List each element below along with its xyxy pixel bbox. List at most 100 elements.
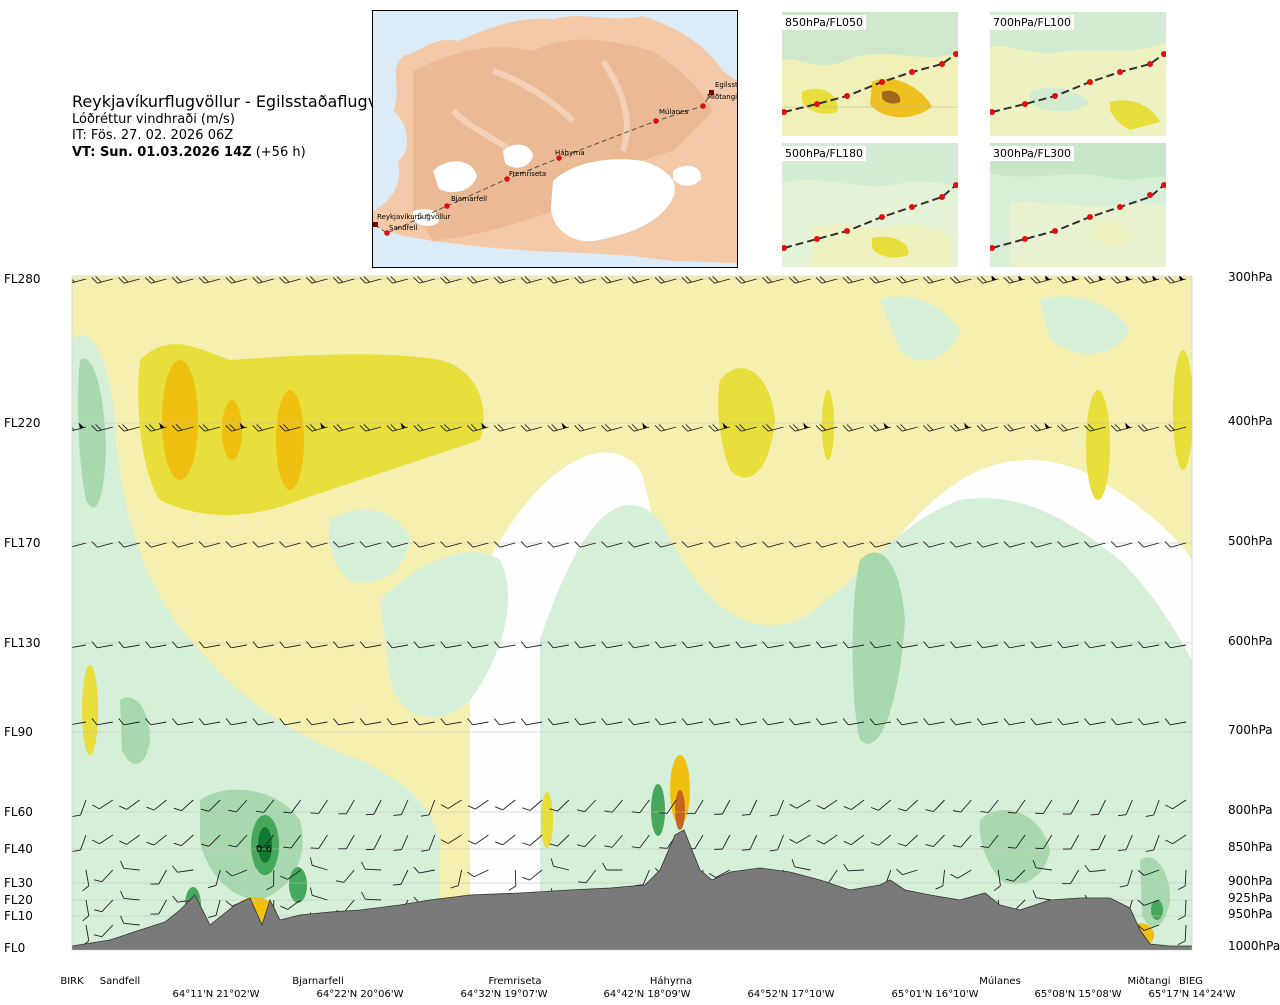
wind-barb [338, 834, 355, 850]
contour-value-label: 0.6 [256, 844, 272, 855]
wind-barb [788, 541, 811, 548]
wind-barb [949, 541, 972, 548]
waypoint-label: Háhyrna [650, 975, 692, 987]
wind-barb [310, 799, 328, 814]
wind-barb [714, 834, 731, 850]
wind-barb [627, 541, 650, 548]
vertical-wind-field [72, 276, 1192, 950]
wind-barb [681, 276, 704, 284]
wind-barb [1003, 541, 1026, 548]
wind-barb [279, 424, 301, 432]
wind-barb [198, 424, 221, 432]
wind-barb [681, 541, 704, 548]
coordinate-label: 64°11'N 21°02'W [173, 989, 260, 1000]
wind-barb [335, 869, 355, 883]
wind-barb [976, 541, 999, 548]
wind-barb [769, 799, 784, 817]
wind-barb [604, 799, 623, 813]
wind-barb [654, 424, 677, 432]
wind-barb [171, 541, 194, 548]
wind-barb [923, 424, 945, 432]
downdraft-max-1 [675, 790, 685, 830]
wind-barb [198, 276, 221, 284]
wind-barb [815, 276, 838, 284]
route-title: Reykjavíkurflugvöllur - Egilsstaðaflugvö… [72, 92, 413, 111]
wind-barb [762, 641, 784, 649]
wind-barb [843, 863, 865, 872]
wind-barb [93, 924, 114, 938]
level-map-700-label: 700hPa/FL100 [990, 15, 1075, 30]
wind-barb [762, 718, 784, 726]
wind-barbs [72, 276, 1187, 947]
wind-barb [950, 869, 972, 879]
wind-barb [896, 424, 918, 432]
wind-barb [1164, 541, 1187, 548]
wind-barb [547, 641, 570, 649]
wind-barb [520, 641, 543, 649]
wind-barb [228, 799, 248, 813]
updraft-max-1 [258, 827, 272, 863]
wind-barb [1084, 641, 1106, 649]
wind-barb [923, 718, 945, 726]
wind-barb [173, 834, 194, 847]
wind-barb [1030, 718, 1052, 726]
wind-barb [266, 869, 275, 891]
wind-barb [816, 834, 838, 845]
quantity-label: Lóðréttur vindhraði (m/s) [72, 112, 235, 127]
wind-barb [72, 422, 87, 432]
wind-barb [306, 422, 328, 432]
wind-barb [923, 276, 945, 284]
updraft-region-top2 [1040, 296, 1130, 354]
wind-barb [601, 641, 623, 649]
wind-barb [332, 541, 355, 548]
wind-barb [440, 276, 462, 284]
wind-barb [252, 424, 274, 432]
coordinate-label: 64°32'N 19°07'W [461, 989, 548, 1000]
wind-barb [198, 541, 221, 548]
bottom-axis-route: BIRK Sandfell Bjarnarfell Fremriseta Háhyrna… [60, 975, 1235, 1000]
wind-barb [252, 541, 274, 548]
map-label-midtangi: Miðtangi [707, 93, 738, 101]
wind-barb [91, 276, 113, 284]
wind-barb [925, 799, 945, 812]
wind-barb [508, 869, 517, 891]
wind-barb [520, 424, 543, 432]
downdraft-strip-2 [1086, 390, 1110, 500]
wind-barb [789, 834, 811, 844]
level-map-300: 300hPa/FL300 [990, 143, 1166, 267]
wind-barb [601, 718, 623, 726]
wind-barb [952, 799, 972, 813]
wind-barb [361, 891, 382, 901]
wind-barb [869, 541, 891, 548]
wind-barb [1007, 834, 1026, 849]
wind-barb [1062, 799, 1080, 815]
level-map-500-graphic [782, 143, 958, 267]
updraft-region-top [880, 296, 960, 361]
wind-barb [450, 869, 463, 889]
wind-barb [816, 799, 838, 810]
wind-barb [631, 834, 650, 849]
wind-barb [119, 834, 140, 845]
wind-barb [466, 422, 489, 432]
wind-barb [386, 718, 409, 726]
wind-barb [225, 718, 248, 726]
wind-barb [252, 276, 274, 284]
wind-barb [631, 799, 650, 814]
wind-barb [82, 899, 90, 922]
wind-barb [306, 276, 328, 284]
downdraft-strip-5 [541, 792, 553, 848]
wind-barb [119, 799, 140, 810]
wind-barb [467, 834, 489, 845]
wind-barb [578, 869, 597, 884]
wind-barb [1118, 799, 1133, 817]
wind-barb [91, 641, 113, 649]
wind-barb [708, 641, 730, 649]
waypoint-label: Miðtangi [1127, 976, 1170, 987]
wind-barb [92, 834, 114, 845]
wind-barb [1165, 834, 1187, 845]
wind-barb [467, 641, 489, 649]
wind-barb [208, 899, 221, 918]
wind-barb [735, 641, 757, 649]
downdraft-core-3 [222, 400, 242, 460]
wind-barb [1030, 422, 1052, 432]
